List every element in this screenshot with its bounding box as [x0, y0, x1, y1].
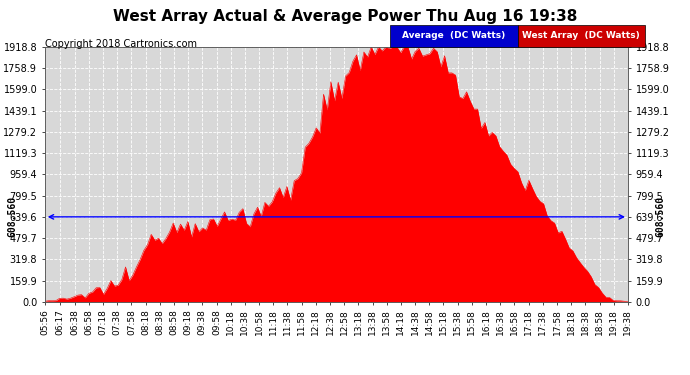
Text: 608.560: 608.560	[8, 196, 18, 237]
Text: West Array Actual & Average Power Thu Aug 16 19:38: West Array Actual & Average Power Thu Au…	[112, 9, 578, 24]
Text: Copyright 2018 Cartronics.com: Copyright 2018 Cartronics.com	[45, 39, 197, 50]
Text: West Array  (DC Watts): West Array (DC Watts)	[522, 32, 640, 40]
Text: 608.560: 608.560	[655, 196, 665, 237]
Text: Average  (DC Watts): Average (DC Watts)	[402, 32, 505, 40]
